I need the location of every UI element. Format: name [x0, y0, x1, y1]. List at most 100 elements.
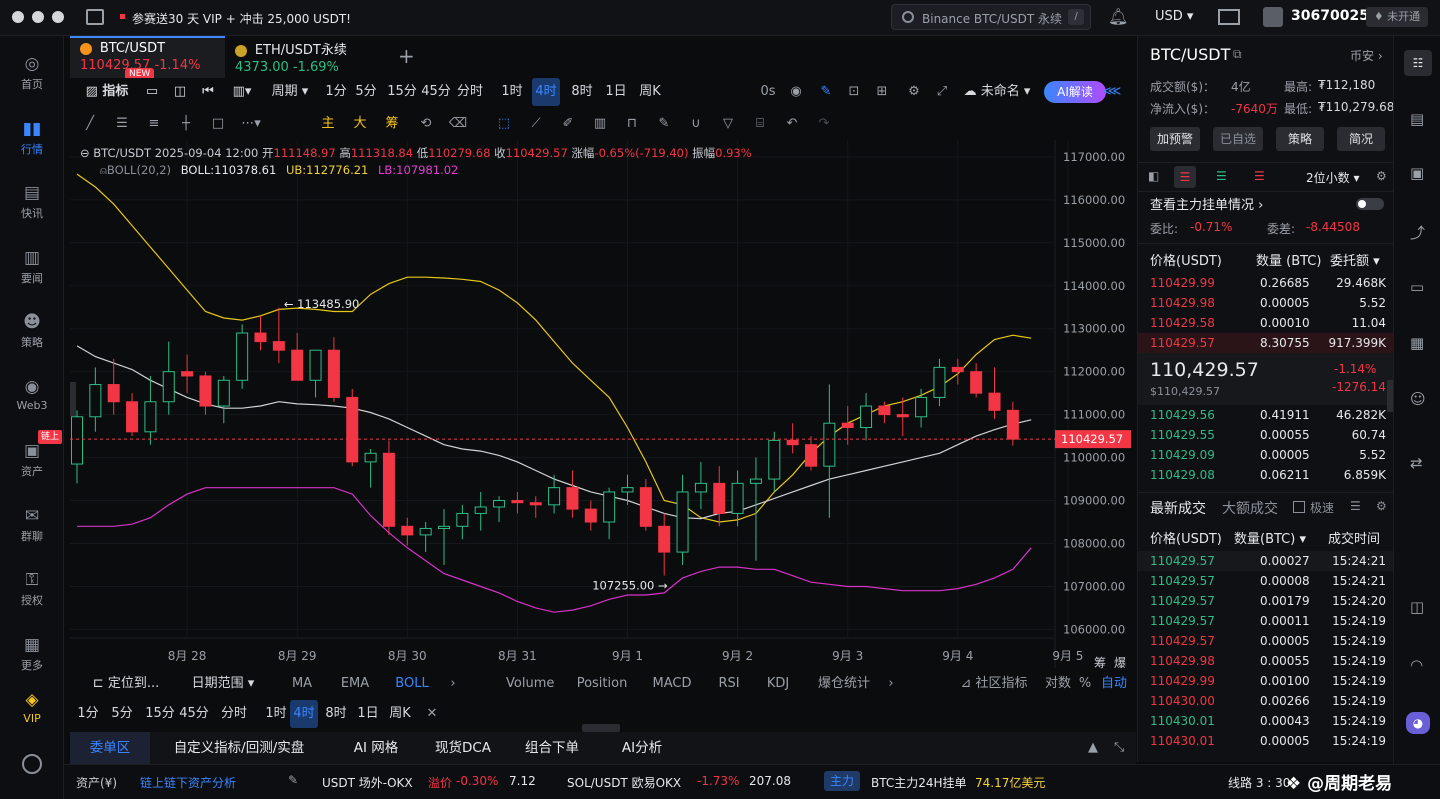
trendline-icon[interactable]: ╱	[86, 116, 94, 131]
sub-kdj[interactable]: KDJ	[766, 676, 790, 691]
parallel-lines-icon[interactable]: ☰	[116, 116, 128, 131]
watchlist-button[interactable]: 已自选	[1213, 127, 1263, 151]
calendar-icon[interactable]: ▭	[145, 84, 159, 99]
ai-interpret-button[interactable]: AI解读	[1044, 81, 1106, 103]
bell-icon[interactable]: 🔔︎	[1108, 7, 1129, 26]
interval-2[interactable]: 15分	[387, 84, 417, 99]
bottom-tab-5[interactable]: AI分析	[621, 740, 663, 756]
candle-body[interactable]	[254, 332, 267, 343]
headset-icon[interactable]: ◠	[1410, 656, 1424, 674]
candle-body[interactable]	[327, 349, 340, 398]
redo-icon[interactable]: ↷	[818, 116, 830, 131]
nav-vip[interactable]: ◈ VIP	[0, 686, 64, 742]
nav-home[interactable]: ◎ 首页	[0, 50, 64, 106]
period-select[interactable]: 周期 ▾	[271, 84, 309, 99]
brush-icon[interactable]: ✐	[562, 116, 574, 131]
bottom-interval-3[interactable]: 45分	[179, 706, 209, 721]
add-alert-button[interactable]: 加预警	[1150, 127, 1200, 151]
chevron-right-icon[interactable]: ›	[450, 676, 456, 691]
tab-btc-usdt[interactable]: BTC/USDT NEW 110429.57 -1.14%	[70, 36, 225, 81]
candle-body[interactable]	[841, 422, 854, 429]
interval-5[interactable]: 1时	[501, 84, 523, 99]
ticker1-name[interactable]: USDT 场外-OKX	[322, 776, 413, 790]
candle-body[interactable]	[566, 487, 579, 510]
candle-body[interactable]	[456, 512, 469, 527]
nav-assets[interactable]: ▣ 资产 链上	[0, 430, 64, 493]
interval-9[interactable]: 周K	[639, 84, 661, 99]
right-collapse-handle[interactable]	[1387, 380, 1393, 412]
community-indicator-button[interactable]: ⊿ 社区指标	[960, 676, 1028, 691]
chart-area[interactable]: 117000.00 116000.00 115000.00 114000.00 1130…	[70, 140, 1136, 670]
nav-headlines[interactable]: ▥ 要闻	[0, 244, 64, 300]
camera-icon[interactable]: ◉	[790, 84, 802, 99]
horizontal-ray-icon[interactable]: ┼	[182, 116, 190, 131]
share-icon[interactable]: ⋘	[1102, 84, 1122, 99]
mail-icon[interactable]	[1218, 9, 1240, 25]
bottom-tab-4[interactable]: 组合下单	[525, 740, 579, 756]
sub-liquidation[interactable]: 爆仓统计	[817, 676, 870, 691]
candle-body[interactable]	[584, 508, 597, 523]
user-id[interactable]: 30670025	[1291, 8, 1369, 24]
nav-web3[interactable]: ◉ Web3	[0, 373, 64, 429]
candle-body[interactable]	[126, 401, 139, 433]
legend-collapse-icon[interactable]: ⊖	[80, 146, 90, 160]
book-view-active-icon[interactable]: ☰	[1174, 166, 1196, 188]
sync-icon[interactable]: ⟲	[420, 116, 432, 131]
bottom-tab-2[interactable]: AI 网格	[353, 740, 399, 756]
search-input[interactable]: Binance BTC/USDT 永续	[922, 12, 1062, 26]
nav-more[interactable]: ▦ 更多	[0, 631, 64, 687]
candle-body[interactable]	[639, 487, 652, 527]
main-orders-link[interactable]: 查看主力挂单情况 ›	[1150, 198, 1264, 213]
assistant-avatar[interactable]: ◕	[1406, 712, 1430, 734]
edit-icon[interactable]: ✎	[658, 116, 670, 131]
book-row[interactable]: 110429.08 0.06211 6.859K	[1138, 465, 1394, 485]
avatar[interactable]	[1263, 7, 1283, 27]
copy-icon[interactable]: ⧉	[1233, 47, 1242, 61]
decimals-select[interactable]: 2位小数 ▾	[1306, 171, 1360, 185]
fast-mode-checkbox[interactable]	[1293, 501, 1305, 513]
notes-panel-icon[interactable]: ▤	[1410, 110, 1425, 128]
ruler-icon[interactable]: ⟋	[531, 116, 541, 131]
currency-select[interactable]: USD ▾	[1155, 9, 1194, 24]
date-range-select[interactable]: 日期范围 ▾	[191, 676, 255, 691]
book-row[interactable]: 110429.55 0.00055 60.74	[1138, 425, 1394, 445]
panel-resize-handle[interactable]	[582, 724, 620, 732]
chevron-right-icon[interactable]: ›	[888, 676, 894, 691]
layout-name-select[interactable]: ☁ 未命名 ▾	[963, 84, 1031, 99]
candle-body[interactable]	[805, 444, 817, 467]
candle-body[interactable]	[860, 405, 873, 429]
book-view-both-icon[interactable]: ◧	[1148, 169, 1160, 183]
more-tools-icon[interactable]: ⋯▾	[241, 116, 261, 131]
candle-body[interactable]	[309, 349, 322, 381]
nav-authorize[interactable]: ⚿ 授权	[0, 566, 64, 622]
eraser-icon[interactable]: ⌫	[448, 116, 468, 131]
candle-body[interactable]	[548, 487, 561, 506]
lock-icon[interactable]: ⊓	[626, 116, 638, 131]
book-row[interactable]: 110429.98 0.00005 5.52	[1138, 293, 1394, 313]
bottom-tab-3[interactable]: 现货DCA	[434, 740, 492, 756]
ticker2-name[interactable]: SOL/USDT 欧易OKX	[567, 776, 682, 790]
candle-body[interactable]	[988, 392, 1001, 411]
window-close-dot[interactable]	[12, 11, 24, 23]
add-tab-icon[interactable]: +	[398, 44, 415, 68]
sub-rsi[interactable]: RSI	[718, 676, 740, 691]
candle-body[interactable]	[236, 332, 249, 381]
main-chart-button[interactable]: 主	[321, 116, 335, 131]
bottom-interval-4[interactable]: 分时	[220, 706, 247, 721]
candle-body[interactable]	[749, 478, 762, 484]
interval-3[interactable]: 45分	[421, 84, 451, 99]
bottom-interval-1[interactable]: 5分	[111, 706, 133, 721]
chip-toggle[interactable]: 筹	[1094, 656, 1107, 670]
template-icon[interactable]: ⊞	[876, 84, 888, 99]
ind-ma[interactable]: MA	[291, 676, 313, 691]
candle-body[interactable]	[382, 452, 395, 527]
trade-filter-icon[interactable]: ☰	[1350, 499, 1361, 513]
book-row[interactable]: 110429.09 0.00005 5.52	[1138, 445, 1394, 465]
bottom-interval-2[interactable]: 15分	[145, 706, 175, 721]
candle-body[interactable]	[786, 439, 799, 446]
nav-market[interactable]: ▮▮ 行情	[0, 115, 64, 171]
candle-body[interactable]	[419, 527, 432, 536]
candle-body[interactable]	[71, 416, 83, 465]
candle-body[interactable]	[144, 401, 157, 433]
tab-latest-trades[interactable]: 最新成交	[1150, 501, 1206, 517]
